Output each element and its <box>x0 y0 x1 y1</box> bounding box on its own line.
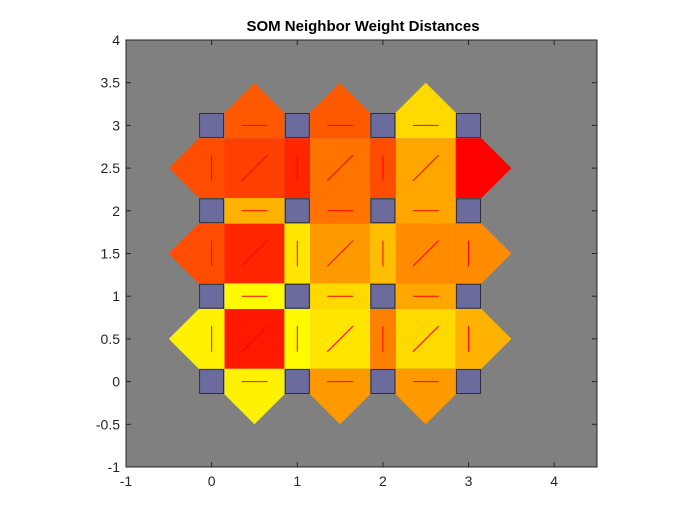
neuron-7 <box>456 283 481 309</box>
x-tick-label-4: 3 <box>465 473 473 489</box>
diagonal-edge-line-1-1 <box>326 240 354 267</box>
neuron-10 <box>370 198 396 224</box>
diagonal-edge-line-2-1 <box>326 154 354 182</box>
horizontal-cell-0-2 <box>395 368 456 425</box>
horizontal-cell-0-1 <box>310 368 371 425</box>
neuron-4 <box>199 283 225 309</box>
horizontal-cell-3-2 <box>395 82 456 139</box>
diagonal-edge-line-1-2 <box>412 240 439 267</box>
neuron-2 <box>370 369 396 394</box>
neuron-11 <box>456 198 481 224</box>
x-tick-label-3: 2 <box>379 473 387 489</box>
y-tick-label-2: 0 <box>112 374 120 390</box>
vertical-cell-0-3 <box>455 309 512 369</box>
vertical-cell-1-3 <box>455 223 512 284</box>
axes: -1 0 1 2 3 4 -1 -0.5 0 0.5 1 1.5 2 2.5 3 3.5 4 <box>96 32 598 489</box>
neuron-6 <box>370 283 396 309</box>
neuron-12 <box>199 113 225 138</box>
y-tick-label-5: 1.5 <box>101 246 121 262</box>
neuron-9 <box>284 198 310 224</box>
chart-title: SOM Neighbor Weight Distances <box>246 18 479 35</box>
horizontal-cell-3-1 <box>310 82 371 139</box>
y-tick-label-1: -0.5 <box>96 416 120 432</box>
x-tick-label-2: 1 <box>293 473 301 489</box>
horizontal-cell-3-0 <box>224 82 285 139</box>
plot-area <box>126 40 597 467</box>
horizontal-cell-0-0 <box>224 368 285 425</box>
y-tick-label-6: 2 <box>112 203 120 219</box>
neuron-3 <box>456 369 481 394</box>
vertical-cell-0-0 <box>168 309 225 369</box>
diagonal-edge-line-0-1 <box>326 325 354 353</box>
diagonal-edge-line-2-0 <box>241 154 268 182</box>
x-tick-label-0: -1 <box>120 473 133 489</box>
y-tick-label-8: 3 <box>112 117 120 133</box>
neuron-13 <box>284 113 310 138</box>
x-tick-label-5: 4 <box>550 473 558 489</box>
diagonal-edge-line-0-0 <box>241 325 268 353</box>
neuron-15 <box>456 113 481 138</box>
y-tick-label-3: 0.5 <box>101 331 121 347</box>
diagonal-edge-line-0-2 <box>412 325 439 353</box>
neuron-8 <box>199 198 225 224</box>
y-tick-label-0: -1 <box>108 459 121 475</box>
diagonal-edge-line-2-2 <box>412 154 439 182</box>
neuron-5 <box>284 283 310 309</box>
diagonal-edge-line-1-0 <box>241 240 268 267</box>
y-tick-label-10: 4 <box>112 32 120 48</box>
vertical-cell-2-3 <box>455 138 512 198</box>
neuron-1 <box>284 369 310 394</box>
vertical-cell-1-0 <box>168 223 225 284</box>
neuron-14 <box>370 113 396 138</box>
x-tick-label-1: 0 <box>208 473 216 489</box>
y-tick-label-4: 1 <box>112 288 120 304</box>
vertical-cell-2-0 <box>168 138 225 198</box>
neuron-0 <box>199 369 225 394</box>
y-tick-label-9: 3.5 <box>101 75 121 91</box>
y-tick-label-7: 2.5 <box>101 160 121 176</box>
